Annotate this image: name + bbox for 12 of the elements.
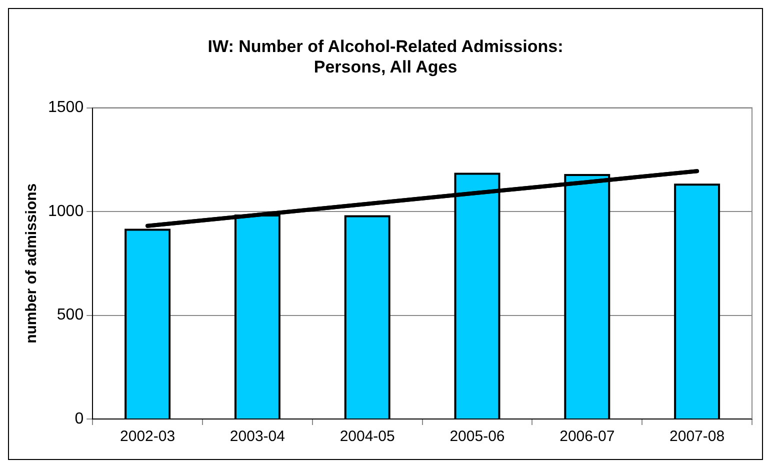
x-tick-label: 2004-05: [340, 428, 395, 446]
y-tick-label: 0: [74, 410, 84, 428]
y-tick-label: 1500: [48, 99, 84, 116]
x-tick-label: 2003-04: [230, 428, 285, 446]
x-tick-label: 2002-03: [120, 428, 176, 446]
y-tick-label: 500: [56, 306, 84, 324]
y-tick-label: 1000: [48, 202, 84, 220]
x-tick-label: 2007-08: [670, 428, 725, 446]
chart-title: IW: Number of Alcohol-Related Admissions: Persons, All Ages: [208, 36, 564, 76]
x-tick-label: 2005-06: [450, 428, 505, 446]
x-tick-label: 2006-07: [560, 428, 615, 446]
y-axis-title: number of admissions: [23, 183, 40, 344]
